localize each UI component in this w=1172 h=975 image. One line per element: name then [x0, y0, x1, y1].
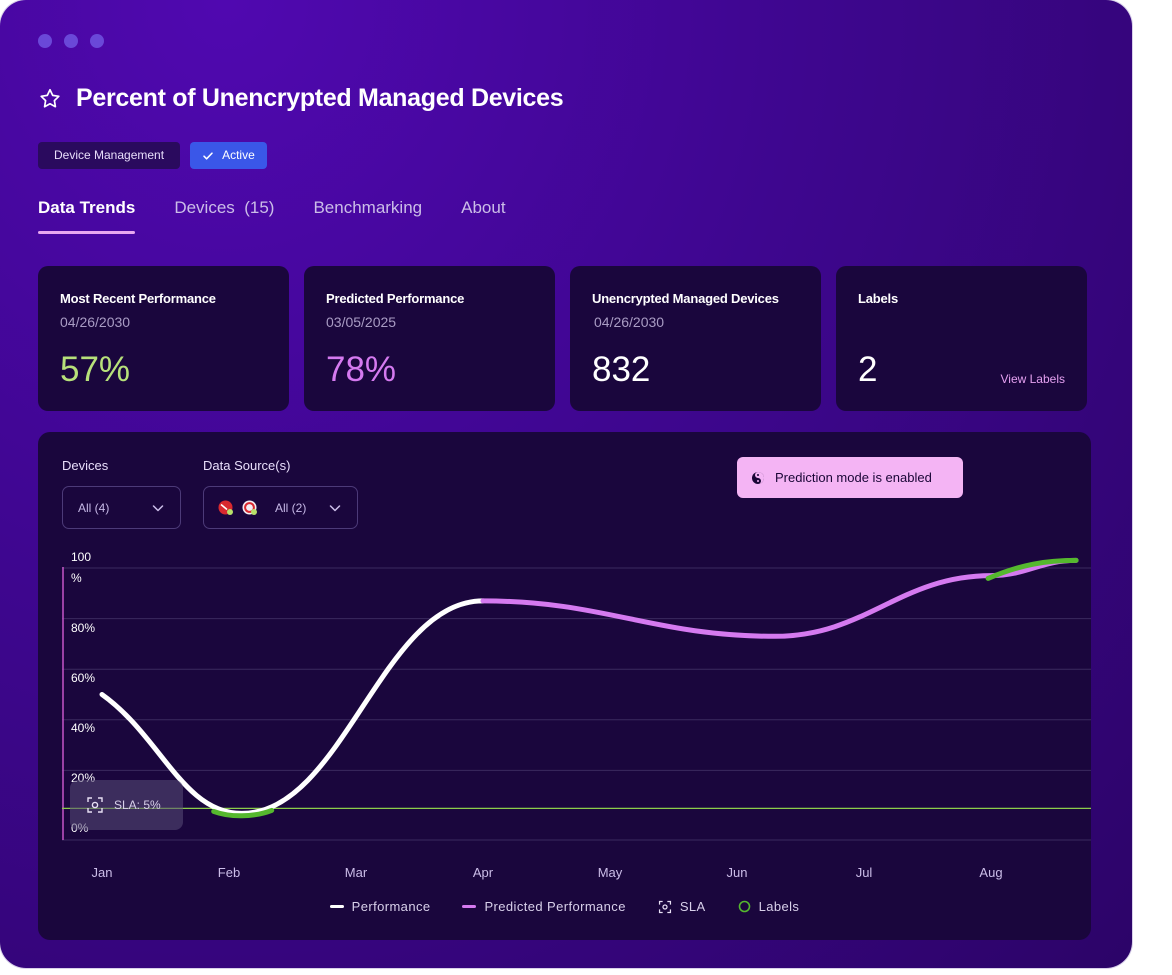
legend-item-performance[interactable]: Performance: [329, 899, 431, 914]
label-marker-segment: [985, 557, 1079, 581]
y-tick-label: 80%: [71, 621, 95, 635]
sla-chip[interactable]: SLA: 5%: [70, 780, 183, 830]
y-tick-label: 60%: [71, 671, 95, 685]
x-tick-label: Apr: [473, 865, 494, 880]
title-row: Percent of Unencrypted Managed Devices: [38, 84, 564, 113]
predicted-series-line: [480, 557, 1079, 639]
devices-select-value: All (4): [78, 500, 110, 515]
prediction-badge-text: Prediction mode is enabled: [775, 470, 932, 485]
card-date: 03/05/2025: [326, 314, 397, 330]
legend-label: Performance: [351, 899, 431, 914]
card-most-recent-performance: Most Recent Performance 04/26/2030 57%: [38, 266, 289, 411]
card-title: Labels: [858, 291, 898, 306]
card-predicted-performance: Predicted Performance 03/05/2025 78%: [304, 266, 555, 411]
x-tick-label: Jun: [727, 865, 748, 880]
legend-item-sla[interactable]: SLA: [658, 899, 706, 914]
card-value: 2: [858, 350, 878, 389]
label-marker-segment: [211, 807, 275, 819]
x-tick-label: Mar: [345, 865, 368, 880]
app-window: Percent of Unencrypted Managed Devices D…: [0, 0, 1132, 968]
legend-item-labels[interactable]: Labels: [738, 899, 800, 914]
legend-label: Labels: [758, 899, 800, 914]
chevron-down-icon: [152, 504, 164, 511]
status-label: Active: [222, 148, 255, 162]
labels-icon: [738, 900, 750, 913]
window-dot-close[interactable]: [38, 34, 52, 48]
data-source-filter-label: Data Source(s): [203, 458, 291, 473]
sla-icon: [658, 900, 671, 913]
legend-swatch-predicted: [462, 905, 477, 908]
prediction-mode-badge: Prediction mode is enabled: [737, 457, 963, 498]
card-value: 57%: [60, 350, 131, 389]
check-icon: [203, 151, 213, 160]
data-source-select[interactable]: All (2): [203, 486, 358, 529]
y-tick-label: 100: [71, 550, 91, 564]
legend-item-predicted[interactable]: Predicted Performance: [462, 899, 625, 914]
data-source-logo-icon: [242, 500, 257, 515]
card-title: Unencrypted Managed Devices: [592, 291, 779, 306]
card-unencrypted-devices: Unencrypted Managed Devices 04/26/2030 8…: [570, 266, 821, 411]
card-date: 04/26/2030: [60, 314, 131, 330]
tab-devices[interactable]: Devices (15): [174, 198, 275, 217]
legend-swatch-performance: [329, 905, 344, 908]
status-badge: Active: [190, 142, 267, 169]
y-tick-label: %: [71, 571, 82, 585]
card-labels: Labels 2 View Labels: [836, 266, 1087, 411]
tab-about[interactable]: About: [461, 198, 506, 217]
sla-chip-text: SLA: 5%: [114, 798, 161, 812]
x-tick-label: Jul: [856, 865, 873, 880]
sla-icon: [87, 797, 103, 813]
data-source-logo-icon: [218, 500, 233, 515]
tab-bar: Data Trends Devices (15) Benchmarking Ab…: [38, 198, 506, 234]
performance-chart: 100%80%60%40%20%0%JanFebMarAprMayJunJulA…: [62, 550, 1091, 880]
devices-select[interactable]: All (4): [62, 486, 181, 529]
tag-row: Device Management Active: [38, 142, 267, 169]
card-value: 78%: [326, 350, 397, 389]
page-title: Percent of Unencrypted Managed Devices: [76, 84, 564, 112]
card-title: Predicted Performance: [326, 291, 465, 306]
star-icon[interactable]: [38, 87, 62, 111]
card-value: 832: [592, 350, 651, 389]
legend-label: SLA: [679, 899, 706, 914]
window-dot-minimize[interactable]: [64, 34, 78, 48]
prediction-icon: [752, 471, 764, 484]
chart-panel: Devices All (4) Data Source(s) All (2) P…: [38, 432, 1091, 940]
tab-data-trends[interactable]: Data Trends: [38, 198, 136, 234]
window-controls: [38, 34, 104, 48]
window-dot-maximize[interactable]: [90, 34, 104, 48]
chevron-down-icon: [329, 504, 341, 511]
data-source-select-value: All (2): [275, 500, 307, 515]
category-tag: Device Management: [38, 142, 181, 169]
x-tick-label: Feb: [218, 865, 240, 880]
card-date: 04/26/2030: [594, 314, 665, 330]
view-labels-link[interactable]: View Labels: [1000, 372, 1066, 386]
x-tick-label: Aug: [979, 865, 1002, 880]
card-title: Most Recent Performance: [60, 291, 216, 306]
tab-benchmarking[interactable]: Benchmarking: [313, 198, 423, 217]
chart-legend: Performance Predicted Performance SLA La…: [38, 899, 1091, 914]
x-tick-label: Jan: [92, 865, 113, 880]
legend-label: Predicted Performance: [484, 899, 626, 914]
x-tick-label: May: [598, 865, 623, 880]
performance-series-line: [99, 598, 486, 816]
devices-filter-label: Devices: [62, 458, 109, 473]
kpi-cards: Most Recent Performance 04/26/2030 57% P…: [38, 266, 1087, 411]
y-tick-label: 40%: [71, 721, 95, 735]
